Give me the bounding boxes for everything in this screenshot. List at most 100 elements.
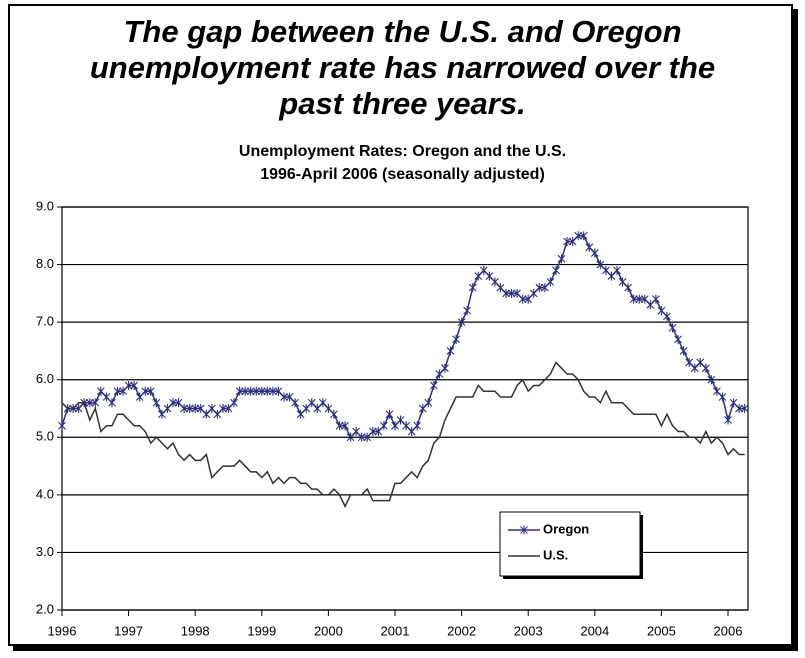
point-marker xyxy=(219,404,227,413)
y-tick-label: 9.0 xyxy=(36,198,54,213)
point-marker xyxy=(85,398,94,408)
point-marker xyxy=(252,386,261,396)
point-marker xyxy=(663,311,671,321)
point-marker xyxy=(108,398,116,408)
point-marker xyxy=(629,294,638,304)
series-line xyxy=(61,361,745,509)
point-marker xyxy=(574,231,583,241)
point-marker xyxy=(241,386,250,396)
point-marker xyxy=(368,427,377,437)
point-marker xyxy=(269,386,277,396)
point-marker xyxy=(518,294,527,304)
legend-label: U.S. xyxy=(543,547,568,562)
point-marker xyxy=(452,334,460,344)
x-tick-label: 2002 xyxy=(447,623,476,638)
point-marker xyxy=(246,386,255,396)
point-marker xyxy=(357,432,366,442)
x-tick-label: 1997 xyxy=(114,623,143,638)
point-marker xyxy=(230,398,238,408)
point-marker xyxy=(58,421,66,431)
series-line xyxy=(61,235,745,439)
x-tick-label: 2003 xyxy=(514,623,543,638)
point-marker xyxy=(507,288,516,298)
point-marker xyxy=(146,386,155,396)
point-marker xyxy=(718,392,727,402)
point-marker xyxy=(652,294,660,304)
y-tick-label: 3.0 xyxy=(36,544,54,559)
point-marker xyxy=(635,294,644,304)
legend-marker xyxy=(520,525,528,535)
point-marker xyxy=(557,254,566,264)
y-tick-label: 4.0 xyxy=(36,486,54,501)
point-marker xyxy=(546,277,555,287)
y-tick-label: 5.0 xyxy=(36,429,54,444)
point-marker xyxy=(130,380,139,390)
point-marker xyxy=(624,283,633,293)
point-marker xyxy=(535,283,544,293)
legend-box xyxy=(499,511,641,577)
point-marker xyxy=(113,386,122,396)
point-marker xyxy=(263,386,272,396)
point-marker xyxy=(724,415,732,425)
chart-subtitle: Unemployment Rates: Oregon and the U.S. xyxy=(238,143,567,160)
point-marker xyxy=(468,283,477,293)
point-marker xyxy=(341,421,349,431)
point-marker xyxy=(429,380,438,390)
point-marker xyxy=(613,265,621,275)
point-marker xyxy=(91,398,100,408)
plot-border xyxy=(61,206,749,611)
point-marker xyxy=(707,375,716,385)
point-marker xyxy=(141,386,150,396)
x-tick-label: 2004 xyxy=(580,623,609,638)
x-tick-label: 2005 xyxy=(647,623,676,638)
y-tick-label: 7.0 xyxy=(36,314,54,329)
point-marker xyxy=(457,317,466,327)
x-tick-label: 2000 xyxy=(314,623,343,638)
point-marker xyxy=(668,323,677,333)
x-tick-label: 2006 xyxy=(714,623,743,638)
point-marker xyxy=(185,404,194,413)
point-marker xyxy=(413,421,422,431)
point-marker xyxy=(124,380,133,390)
point-marker xyxy=(191,404,200,413)
point-marker xyxy=(441,363,449,373)
point-marker xyxy=(579,231,588,241)
y-tick-label: 6.0 xyxy=(36,371,54,386)
point-marker xyxy=(552,265,560,275)
frame xyxy=(8,4,793,646)
point-marker xyxy=(463,306,472,316)
point-marker xyxy=(169,398,177,408)
point-marker xyxy=(563,237,571,247)
y-tick-label: 2.0 xyxy=(36,601,54,616)
x-tick-label: 2001 xyxy=(381,623,410,638)
point-marker xyxy=(446,346,455,356)
title-box: The gap between the U.S. and Oregon unem… xyxy=(0,14,805,122)
x-tick-label: 1996 xyxy=(48,623,77,638)
point-marker xyxy=(735,404,744,413)
x-tick-label: 1998 xyxy=(181,623,210,638)
point-marker xyxy=(257,386,266,396)
point-marker xyxy=(701,363,710,373)
point-marker xyxy=(502,288,510,298)
point-marker xyxy=(291,398,299,408)
point-marker xyxy=(235,386,244,396)
y-tick-label: 8.0 xyxy=(36,256,54,271)
point-marker xyxy=(335,421,344,431)
point-marker xyxy=(674,334,682,344)
point-marker xyxy=(424,398,433,408)
point-marker xyxy=(379,421,388,431)
point-marker xyxy=(740,404,749,413)
point-marker xyxy=(385,409,394,419)
point-marker xyxy=(180,404,188,413)
point-marker xyxy=(679,346,688,356)
point-marker xyxy=(152,398,161,408)
point-marker xyxy=(590,248,599,258)
point-marker xyxy=(280,392,288,402)
x-tick-label: 1999 xyxy=(247,623,276,638)
legend-label: Oregon xyxy=(543,521,589,536)
point-marker xyxy=(330,409,338,419)
chart-subtitle: 1996-April 2006 (seasonally adjusted) xyxy=(260,166,545,183)
chart-title: The gap between the U.S. and Oregon unem… xyxy=(89,14,716,121)
